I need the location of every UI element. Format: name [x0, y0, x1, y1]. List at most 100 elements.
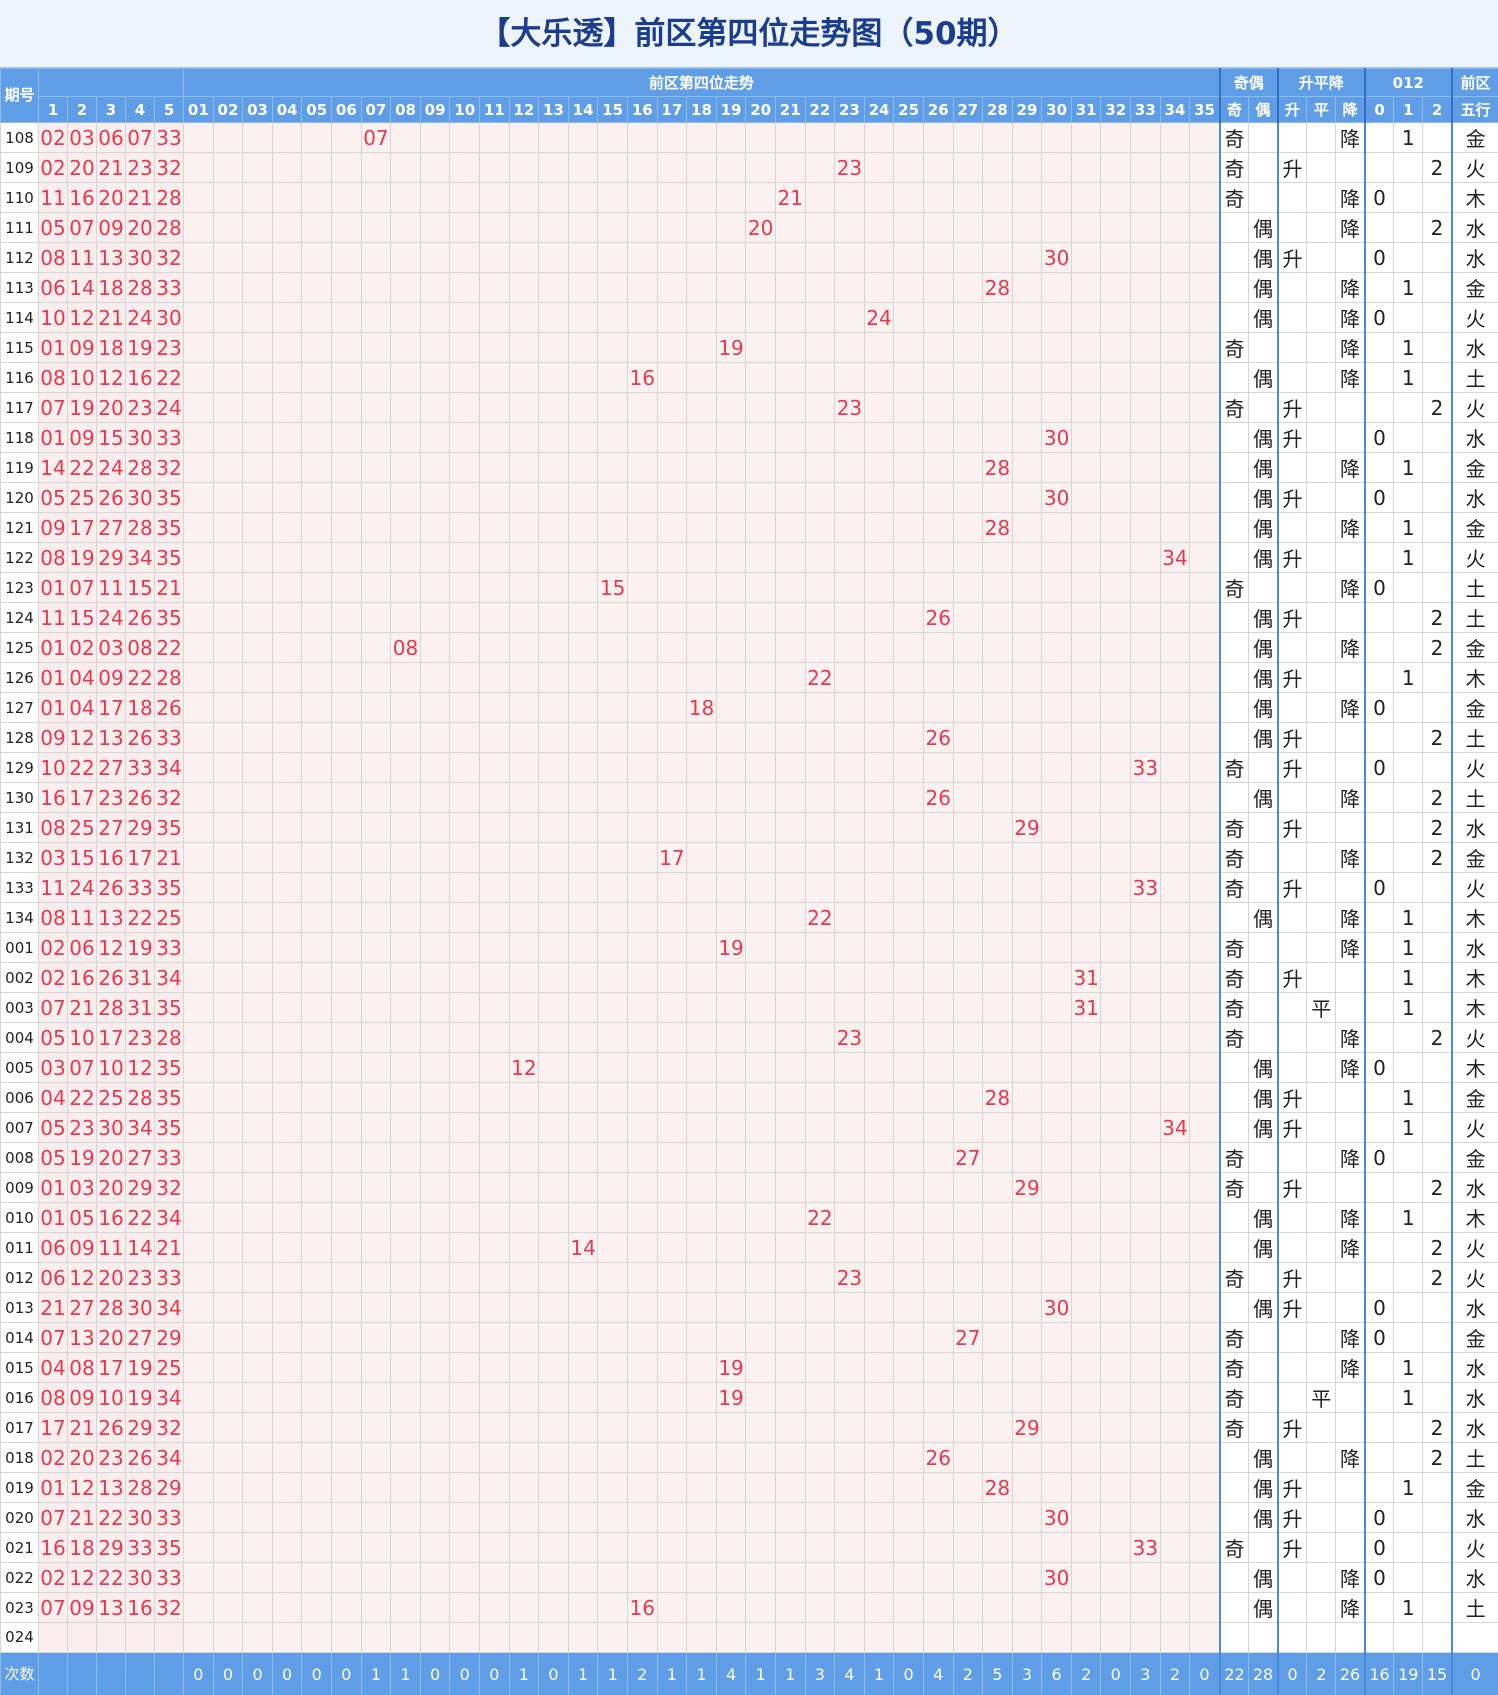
trend-cell — [1189, 1412, 1221, 1443]
trend-cell — [804, 1022, 836, 1053]
drawn-number: 26 — [125, 722, 155, 753]
trend-cell — [301, 1532, 333, 1563]
trend-cell — [745, 812, 776, 843]
drawn-number: 33 — [153, 422, 185, 453]
trend-cell — [1100, 1442, 1132, 1473]
trend-cell — [1011, 362, 1043, 393]
trend-cell — [863, 392, 895, 423]
drawn-number: 09 — [38, 512, 68, 543]
trend-cell — [686, 1412, 717, 1443]
trend-cell — [538, 962, 569, 993]
trend-cell — [449, 182, 480, 213]
trend-cell — [656, 1502, 688, 1533]
trend-cell — [715, 422, 747, 453]
trend-cell — [745, 602, 776, 633]
trend-cell — [893, 782, 924, 813]
drawn-number: 20 — [96, 1322, 126, 1353]
trend-cell — [1159, 272, 1191, 303]
trend-cell — [952, 812, 984, 843]
trend-cell — [538, 752, 569, 783]
trend-cell — [479, 812, 510, 843]
trend-cell — [1100, 1232, 1132, 1263]
trend-cell — [508, 1622, 540, 1653]
trend-cell — [686, 662, 717, 693]
trend-cell — [1070, 1202, 1102, 1233]
trend-cell — [893, 1112, 924, 1143]
trend-cell — [952, 1472, 984, 1503]
trend-cell — [242, 1322, 273, 1353]
drawn-number: 24 — [67, 872, 97, 903]
trend-cell — [449, 512, 480, 543]
draw-row: 004 05 10 17 23 28 23 奇降 2 火 — [0, 1022, 1498, 1053]
trend-cell — [1189, 332, 1221, 363]
trend-cell — [242, 1022, 273, 1053]
trend-cell: 22 — [804, 902, 836, 933]
trend-cell — [686, 872, 717, 903]
trend-cell — [1011, 452, 1043, 483]
drawn-number: 01 — [38, 332, 68, 363]
trend-column-header: 11 — [479, 96, 510, 123]
trend-cell — [1130, 1112, 1161, 1143]
period: 001 — [0, 932, 39, 963]
trend-cell — [212, 1562, 244, 1593]
direction-cell — [1276, 1352, 1308, 1383]
trend-cell — [242, 632, 273, 663]
trend-count: 0 — [301, 1651, 333, 1695]
trend-cell — [479, 572, 510, 603]
trend-cell — [538, 1052, 569, 1083]
drawn-number: 18 — [67, 1532, 97, 1563]
trend-cell — [863, 1442, 895, 1473]
drawn-number: 17 — [125, 842, 155, 873]
trend-cell — [952, 872, 984, 903]
direction-cell — [1306, 602, 1337, 633]
trend-cell — [212, 1232, 244, 1263]
drawn-number: 27 — [125, 1322, 155, 1353]
trend-count: 3 — [1130, 1651, 1161, 1695]
parity-cell — [1218, 1592, 1250, 1623]
drawn-number: 28 — [125, 1472, 155, 1503]
direction-cell: 升 — [1276, 1292, 1308, 1323]
section-count: 22 — [1218, 1651, 1250, 1695]
trend-cell — [1100, 1412, 1132, 1443]
trend-cell — [1130, 542, 1161, 573]
trend-cell — [301, 242, 333, 273]
trend-cell — [360, 332, 392, 363]
trend-cell — [508, 812, 540, 843]
parity-cell: 偶 — [1248, 1472, 1279, 1503]
parity-cell: 偶 — [1248, 542, 1279, 573]
drawn-number: 23 — [96, 1442, 126, 1473]
mod-cell — [1422, 542, 1453, 573]
trend-cell — [242, 212, 273, 243]
trend-cell — [479, 1472, 510, 1503]
count-blank — [67, 1651, 97, 1695]
period: 126 — [0, 662, 39, 693]
mod-cell — [1393, 752, 1424, 783]
mod-cell — [1422, 1472, 1453, 1503]
drawn-number: 32 — [153, 242, 185, 273]
trend-cell — [626, 1562, 658, 1593]
trend-cell — [626, 542, 658, 573]
direction-cell — [1306, 1082, 1337, 1113]
trend-cell — [1189, 1142, 1221, 1173]
trend-cell: 23 — [834, 152, 865, 183]
mod-cell — [1363, 1622, 1395, 1653]
trend-cell — [597, 362, 628, 393]
trend-column-header: 30 — [1041, 96, 1072, 123]
period: 127 — [0, 692, 39, 723]
trend-cell — [390, 1232, 421, 1263]
trend-cell — [390, 182, 421, 213]
trend-cell — [360, 1622, 392, 1653]
trend-count: 0 — [1189, 1651, 1221, 1695]
trend-cell — [479, 1502, 510, 1533]
trend-cell — [331, 1022, 362, 1053]
trend-cell — [1041, 902, 1072, 933]
mod-cell — [1393, 1292, 1424, 1323]
drawn-number: 34 — [153, 1442, 185, 1473]
trend-cell — [331, 782, 362, 813]
trend-cell — [271, 1082, 303, 1113]
trend-cell — [271, 1562, 303, 1593]
direction-cell — [1276, 932, 1308, 963]
drawn-number: 01 — [38, 692, 68, 723]
trend-cell — [804, 932, 836, 963]
trend-cell — [1130, 962, 1161, 993]
